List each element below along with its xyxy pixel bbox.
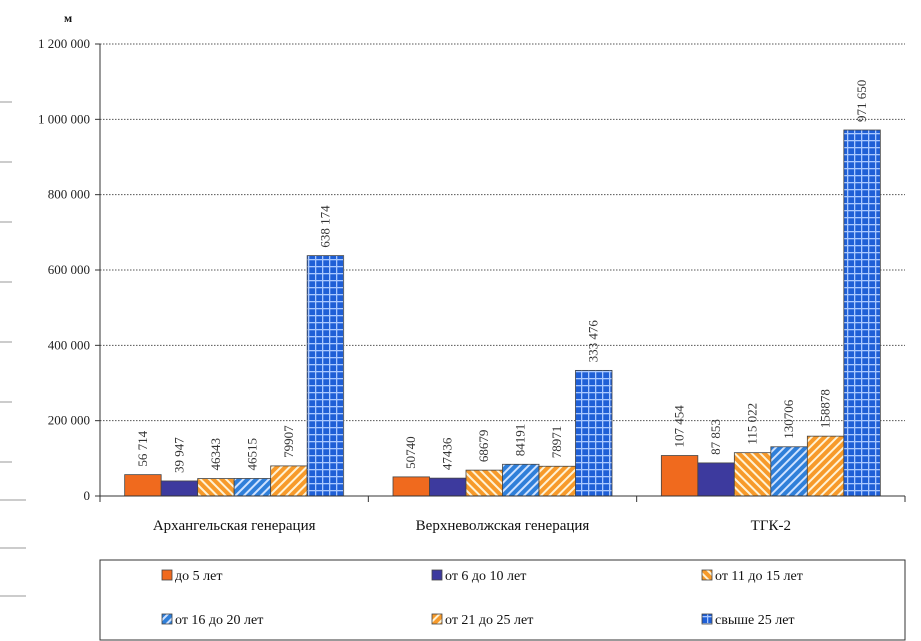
bar [270,465,308,497]
legend-swatch [161,569,173,581]
legend-label: от 16 до 20 лет [175,613,263,628]
y-tick-label: 1 000 000 [38,111,90,126]
left-margin-marks [0,101,26,597]
category-labels: Архангельская генерация Верхневолжская ге… [153,518,791,534]
data-label: 107 454 [672,405,687,448]
legend-box [99,559,906,641]
data-label: 130706 [781,399,796,439]
bar [575,369,613,497]
legend-label: от 11 до 15 лет [715,569,803,584]
bar [429,477,467,497]
data-label: 87 853 [708,419,723,455]
data-label: 68679 [476,430,491,463]
data-label: 333 476 [586,320,601,363]
bars [124,129,881,497]
data-label: 84191 [513,424,528,457]
y-tick-label: 400 000 [48,337,90,352]
data-label: 115 022 [745,403,760,445]
data-label: 971 650 [854,80,869,122]
bar [502,463,540,497]
data-label: 78971 [549,426,564,459]
y-tick-label: 200 000 [48,413,90,428]
legend-label: от 21 до 25 лет [445,613,533,628]
legend-swatch [431,569,443,581]
bar [465,469,503,497]
y-axis-unit-label: м [64,11,72,25]
category-label: Верхневолжская генерация [416,518,590,534]
y-tick-label: 0 [84,488,91,503]
bar [124,474,162,497]
legend-swatch [161,613,173,625]
legend-label: до 5 лет [175,569,222,584]
bar [233,478,272,497]
category-label: Архангельская генерация [153,518,316,534]
legend-swatch [701,613,713,625]
data-label: 46343 [208,438,223,471]
bar [197,478,235,497]
bar [733,452,772,497]
bar [538,465,576,497]
bar [160,480,199,497]
data-label: 47436 [440,437,455,470]
data-label: 46515 [244,438,259,471]
y-tick-label: 600 000 [48,262,90,277]
y-tick-label: 800 000 [48,187,90,202]
bar [697,462,735,497]
legend-label: свыше 25 лет [715,613,795,628]
legend: до 5 лет от 6 до 10 лет от 11 до 15 лет от … [161,569,803,628]
bar [306,255,345,497]
legend-swatch [431,613,443,625]
y-tick-label: 1 200 000 [38,36,90,51]
category-label: ТГК-2 [751,518,791,534]
bar [770,446,808,497]
y-axis-ticks: 0 200 000 400 000 600 000 800 000 1 000 000 1 … [38,36,100,503]
gridlines [100,43,905,422]
data-label: 56 714 [135,430,150,466]
legend-swatch [701,569,713,581]
data-label: 638 174 [317,205,332,248]
bar [660,455,699,497]
data-label: 39 947 [171,437,186,473]
data-label: 158878 [818,389,833,428]
data-label: 50740 [403,436,418,469]
data-labels: 56 714 39 947 46343 46515 79907 638 174 50740 4… [135,80,869,473]
bar [806,435,845,497]
legend-label: от 6 до 10 лет [445,569,526,584]
bar [392,476,430,497]
bar [843,129,881,497]
axes [99,44,906,502]
data-label: 79907 [281,425,296,458]
